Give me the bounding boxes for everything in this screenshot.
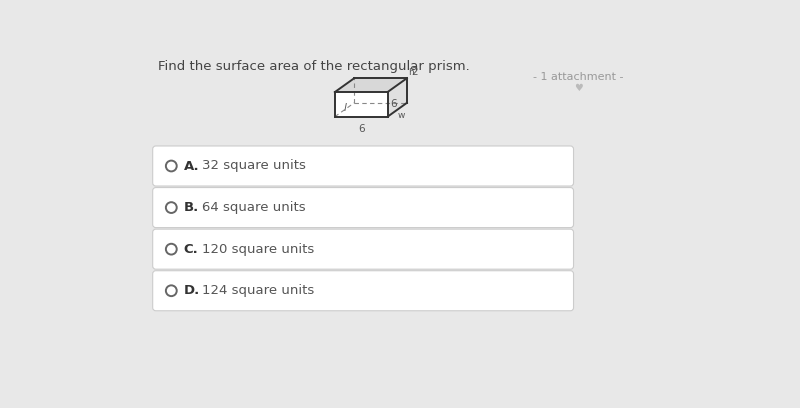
FancyBboxPatch shape (153, 188, 574, 228)
Text: 2: 2 (411, 67, 418, 78)
Text: ♥: ♥ (574, 83, 582, 93)
FancyBboxPatch shape (153, 146, 574, 186)
Text: - 1 attachment -: - 1 attachment - (533, 72, 623, 82)
Text: Find the surface area of the rectangular prism.: Find the surface area of the rectangular… (158, 60, 470, 73)
Text: l: l (344, 103, 347, 113)
Text: 6: 6 (358, 124, 365, 134)
Text: D.: D. (184, 284, 200, 297)
Text: B.: B. (184, 201, 199, 214)
Polygon shape (335, 92, 387, 117)
Text: A.: A. (184, 160, 199, 173)
Polygon shape (387, 78, 407, 117)
FancyBboxPatch shape (153, 271, 574, 311)
Text: 32 square units: 32 square units (202, 160, 306, 173)
Text: 64 square units: 64 square units (202, 201, 306, 214)
Text: 124 square units: 124 square units (202, 284, 314, 297)
Text: h: h (408, 69, 414, 78)
Text: C.: C. (184, 243, 198, 256)
Polygon shape (335, 78, 407, 92)
Text: w: w (398, 111, 406, 120)
FancyBboxPatch shape (153, 229, 574, 269)
Text: 6: 6 (390, 100, 397, 109)
Text: 120 square units: 120 square units (202, 243, 314, 256)
